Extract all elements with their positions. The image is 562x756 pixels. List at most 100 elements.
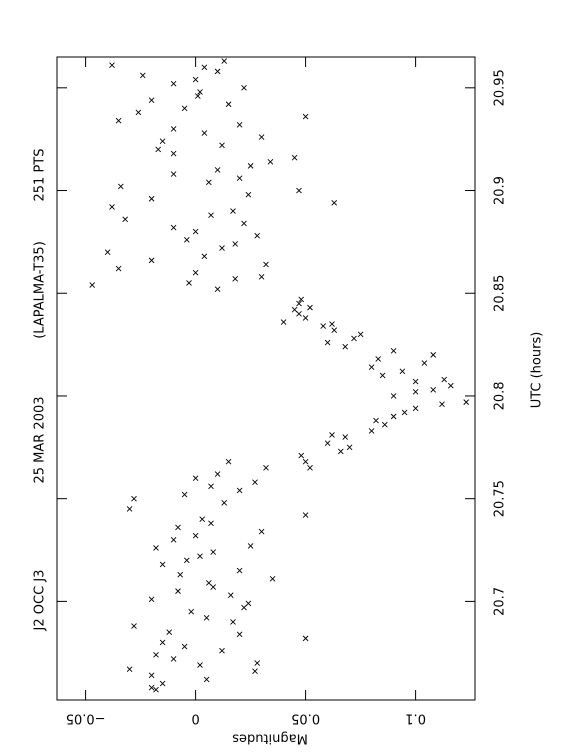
point: [208, 520, 214, 527]
point: [148, 672, 155, 679]
point: [192, 269, 199, 276]
point: [214, 167, 221, 173]
point: [170, 536, 177, 543]
x-axis-label: UTC (hours): [530, 332, 545, 409]
point: [368, 364, 375, 371]
point: [177, 571, 184, 578]
point: [181, 105, 188, 112]
point: [412, 378, 419, 385]
point: [117, 183, 124, 190]
point: [329, 321, 335, 327]
point: [254, 660, 261, 666]
point: [183, 557, 190, 564]
point: [331, 327, 338, 334]
point: [148, 684, 155, 691]
point: [219, 245, 225, 251]
point: [159, 561, 166, 568]
point: [390, 393, 397, 399]
point: [269, 575, 276, 582]
point: [296, 187, 302, 194]
point: [373, 417, 379, 424]
point: [153, 545, 159, 551]
point: [399, 368, 406, 375]
point: [232, 276, 239, 282]
point: [104, 249, 111, 255]
point: [188, 608, 195, 615]
point: [155, 146, 162, 153]
point: [227, 592, 234, 599]
point: [302, 113, 309, 120]
point: [245, 600, 252, 607]
point: [225, 458, 232, 465]
point: [197, 89, 203, 95]
point: [170, 171, 177, 177]
point: [89, 282, 96, 288]
point: [412, 389, 419, 395]
point: [307, 465, 313, 471]
point: [337, 448, 344, 455]
point: [390, 347, 397, 354]
point: [258, 134, 265, 140]
y-tick-label: 0.05: [291, 711, 320, 726]
point: [236, 631, 243, 638]
point: [175, 588, 181, 594]
point: [221, 58, 228, 64]
point: [170, 80, 177, 87]
point: [139, 72, 146, 79]
point: [192, 475, 199, 481]
point: [197, 662, 203, 668]
point: [368, 428, 375, 434]
point: [302, 635, 309, 642]
point: [232, 241, 239, 247]
point: [381, 421, 388, 428]
point: [214, 68, 221, 75]
point: [252, 479, 258, 486]
point: [329, 432, 335, 438]
point: [236, 121, 243, 128]
point: [351, 335, 357, 342]
point: [298, 296, 305, 303]
point: [210, 549, 217, 555]
point: [115, 265, 122, 272]
point: [148, 596, 155, 603]
point: [379, 372, 386, 379]
point: [296, 300, 302, 307]
point: [109, 204, 115, 210]
point: [203, 676, 210, 683]
point: [254, 232, 261, 239]
point: [291, 306, 298, 313]
point: [159, 639, 166, 646]
x-tick-label: 20.85: [493, 275, 508, 312]
point: [342, 343, 349, 350]
point: [241, 220, 247, 227]
point: [263, 465, 269, 471]
point: [126, 506, 133, 512]
point: [247, 543, 254, 549]
point: [183, 237, 190, 243]
point: [192, 532, 199, 539]
point: [241, 604, 247, 611]
point: [214, 471, 221, 477]
point: [291, 154, 298, 161]
point: [214, 286, 221, 292]
point: [208, 483, 214, 490]
title-part: J2 OCC J3: [33, 570, 48, 632]
point: [252, 668, 258, 675]
point: [307, 304, 313, 311]
point: [412, 405, 419, 412]
point: [230, 208, 236, 214]
point: [203, 615, 210, 621]
y-tick-label: 0.1: [405, 711, 426, 726]
point: [230, 619, 236, 625]
point: [324, 339, 331, 346]
point: [159, 138, 166, 145]
point: [194, 93, 201, 99]
point: [302, 512, 309, 518]
point: [126, 666, 133, 673]
point: [199, 516, 206, 523]
point: [219, 647, 225, 654]
title-part: 25 MAR 2003: [33, 396, 48, 483]
title-part: 251 PTS: [33, 149, 48, 202]
point: [463, 399, 470, 405]
x-tick-label: 20.95: [493, 69, 508, 106]
